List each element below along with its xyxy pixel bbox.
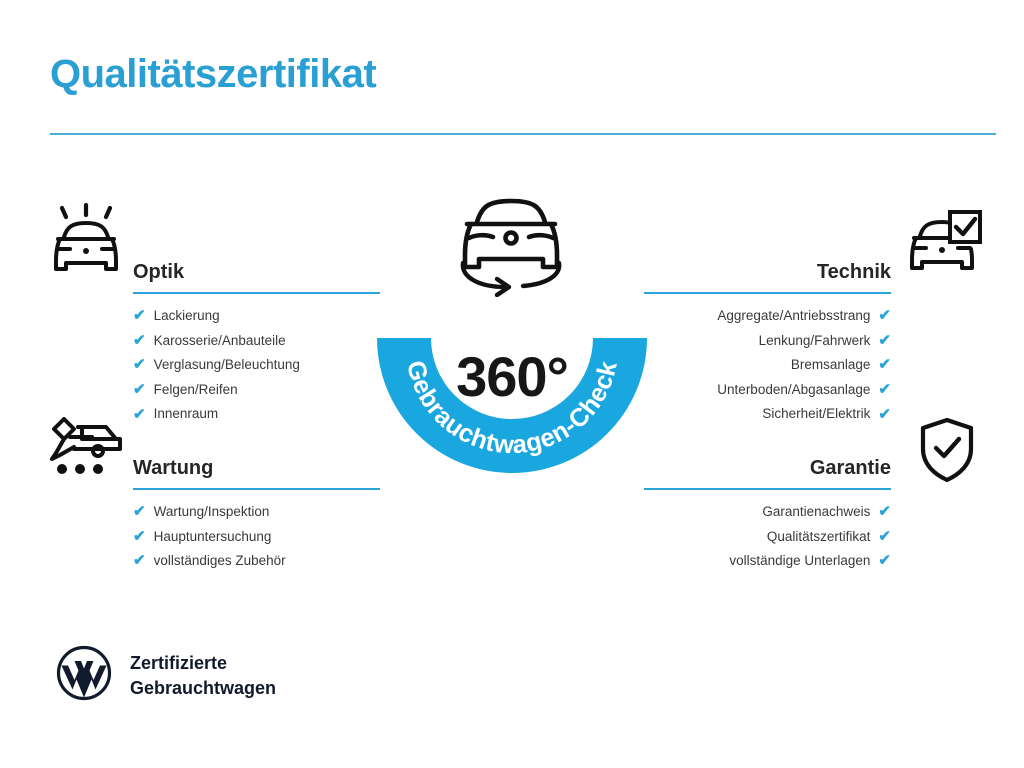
- section-wartung-title: Wartung: [133, 457, 214, 479]
- check-icon: ✔: [878, 331, 891, 349]
- list-item: ✔ Aggregate/Antriebsstrang: [717, 306, 891, 326]
- check-icon: ✔: [878, 380, 891, 398]
- car-service-pencil-icon: [48, 415, 126, 482]
- list-item: ✔ Lenkung/Fahrwerk: [759, 331, 891, 351]
- list-item: ✔ Karosserie/Anbauteile: [133, 331, 286, 351]
- check-icon: ✔: [133, 405, 146, 423]
- list-item: ✔ Bremsanlage: [791, 355, 891, 375]
- section-wartung-header: Wartung: [133, 434, 380, 478]
- list-item: ✔ Hauptuntersuchung: [133, 527, 271, 547]
- list-item-label: Hauptuntersuchung: [153, 528, 272, 544]
- section-optik-divider: [133, 292, 380, 294]
- list-item-label: Sicherheit/Elektrik: [762, 406, 871, 422]
- list-item: ✔ Garantienachweis: [762, 502, 891, 522]
- list-item-label: Unterboden/Abgasanlage: [717, 381, 871, 397]
- blue-ring: Gebrauchtwagen-Check: [377, 337, 647, 473]
- section-technik-items: ✔ Aggregate/Antriebsstrang ✔ Lenkung/Fah…: [644, 306, 891, 424]
- gebrauchtwagen-check-badge: Gebrauchtwagen-Check 360°: [371, 189, 653, 489]
- check-icon: ✔: [878, 405, 891, 423]
- section-optik-header: Optik: [133, 238, 380, 282]
- section-optik: Optik ✔ Lackierung ✔ Karosserie/Anbautei…: [133, 238, 380, 424]
- list-item-label: Innenraum: [153, 406, 219, 422]
- check-icon: ✔: [133, 356, 146, 374]
- car-front-rotation-icon: [449, 189, 573, 298]
- section-optik-items: ✔ Lackierung ✔ Karosserie/Anbauteile ✔ V…: [133, 306, 380, 424]
- vw-text-line2: Gebrauchtwagen: [130, 677, 277, 698]
- check-icon: ✔: [878, 356, 891, 374]
- check-icon: ✔: [133, 552, 146, 570]
- badge-360-label: 360°: [456, 345, 569, 408]
- list-item-label: Lackierung: [153, 308, 220, 323]
- section-technik-divider: [644, 292, 891, 294]
- list-item-label: Garantienachweis: [762, 504, 871, 519]
- section-technik-title: Technik: [816, 261, 891, 283]
- list-item: ✔ Unterboden/Abgasanlage: [717, 380, 891, 400]
- title-divider: [50, 133, 996, 135]
- check-icon: ✔: [878, 527, 891, 545]
- list-item: ✔ Lackierung: [133, 306, 220, 326]
- list-item: ✔ vollständiges Zubehör: [133, 551, 286, 571]
- list-item-label: Karosserie/Anbauteile: [153, 332, 286, 348]
- page-title: Qualitätszertifikat: [50, 52, 377, 96]
- list-item: ✔ Verglasung/Beleuchtung: [133, 355, 300, 375]
- check-icon: ✔: [133, 307, 146, 325]
- volkswagen-logo: [56, 645, 112, 706]
- section-technik-header: Technik: [644, 238, 891, 282]
- list-item-label: Verglasung/Beleuchtung: [153, 357, 300, 373]
- vw-certified-text: Zertifizierte Gebrauchtwagen: [130, 651, 276, 700]
- check-icon: ✔: [133, 331, 146, 349]
- section-garantie-divider: [644, 488, 891, 490]
- car-polish-icon: [48, 202, 126, 284]
- section-garantie-header: Garantie: [644, 434, 891, 478]
- list-item-label: vollständige Unterlagen: [729, 553, 871, 569]
- list-item-label: Felgen/Reifen: [153, 381, 238, 397]
- list-item-label: Bremsanlage: [790, 357, 871, 373]
- section-garantie-items: ✔ Garantienachweis ✔ Qualitätszertifikat…: [644, 502, 891, 571]
- section-wartung: Wartung ✔ Wartung/Inspektion ✔ Hauptunte…: [133, 434, 380, 571]
- list-item: ✔ Felgen/Reifen: [133, 380, 238, 400]
- check-icon: ✔: [878, 552, 891, 570]
- check-icon: ✔: [878, 503, 891, 521]
- vw-text-line1: Zertifizierte: [130, 653, 228, 674]
- list-item: ✔ vollständige Unterlagen: [729, 551, 891, 571]
- list-item: ✔ Qualitätszertifikat: [767, 527, 891, 547]
- section-technik: Technik ✔ Aggregate/Antriebsstrang ✔ Len…: [644, 238, 891, 424]
- check-icon: ✔: [133, 380, 146, 398]
- section-garantie-title: Garantie: [809, 457, 891, 479]
- shield-check-icon: [918, 417, 976, 488]
- section-garantie: Garantie ✔ Garantienachweis ✔ Qualitätsz…: [644, 434, 891, 571]
- list-item-label: Qualitätszertifikat: [766, 528, 871, 544]
- check-icon: ✔: [878, 307, 891, 325]
- list-item-label: Lenkung/Fahrwerk: [758, 332, 871, 348]
- list-item: ✔ Innenraum: [133, 404, 218, 424]
- list-item: ✔ Sicherheit/Elektrik: [762, 404, 891, 424]
- list-item: ✔ Wartung/Inspektion: [133, 502, 269, 522]
- vw-certified-footer: Zertifizierte Gebrauchtwagen: [56, 645, 276, 706]
- section-wartung-divider: [133, 488, 380, 490]
- section-wartung-items: ✔ Wartung/Inspektion ✔ Hauptuntersuchung…: [133, 502, 380, 571]
- list-item-label: Aggregate/Antriebsstrang: [717, 308, 871, 323]
- list-item-label: Wartung/Inspektion: [153, 504, 270, 519]
- list-item-label: vollständiges Zubehör: [153, 553, 286, 569]
- car-checkbox-icon: [908, 210, 982, 281]
- check-icon: ✔: [133, 527, 146, 545]
- section-optik-title: Optik: [133, 261, 185, 283]
- check-icon: ✔: [133, 503, 146, 521]
